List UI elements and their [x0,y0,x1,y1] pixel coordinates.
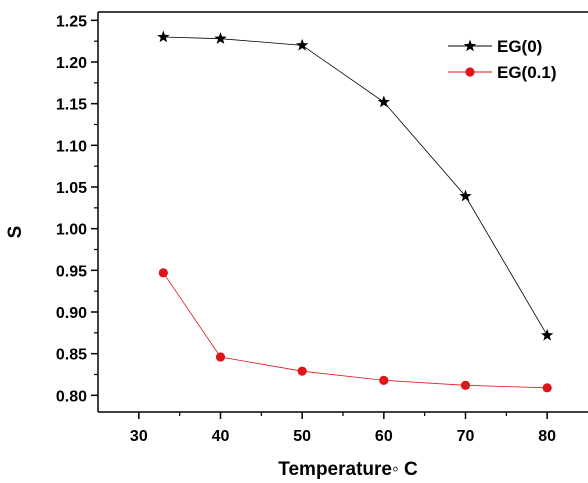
y-tick-label: 0.95 [56,263,87,280]
x-tick-label: 70 [457,428,475,445]
x-axis-label: Temperature◦ C [278,459,418,480]
legend-entry: EG(0.1) [448,63,557,82]
legend-label: EG(0) [497,37,542,56]
y-tick-label: 0.90 [56,305,87,322]
y-tick-label: 1.05 [56,180,87,197]
data-point-circle [379,375,389,385]
x-tick-label: 60 [375,428,393,445]
data-point-star [157,30,170,43]
y-axis-label: S [5,226,26,239]
series-eg-0 [157,30,554,341]
legend-entry: EG(0) [448,37,542,56]
x-tick-label: 40 [212,428,230,445]
y-tick-label: 0.85 [56,347,87,364]
y-tick-label: 1.10 [56,138,87,155]
y-tick-label: 1.15 [56,97,87,114]
data-point-circle [460,380,471,390]
legend-label: EG(0.1) [497,63,557,82]
series-line [162,272,548,389]
y-tick-label: 1.00 [56,222,87,239]
data-point-star [540,328,554,341]
y-axis-ticks: 0.80 0.85 0.90 0.95 1.00 1.05 1.10 1.15 1.20 1.25 [56,13,98,405]
y-tick-label: 1.25 [56,13,87,30]
series-eg-0-1 [158,268,552,393]
x-axis-ticks: 30 40 50 60 70 80 [130,412,556,445]
series-layer [157,30,554,393]
x-tick-label: 50 [293,428,311,445]
series-line [163,36,548,336]
data-point-circle [297,366,307,376]
x-tick-label: 80 [538,428,556,445]
legend: EG(0) EG(0.1) [448,37,557,82]
data-point-star [377,95,391,108]
data-point-star [459,189,472,202]
legend-circle-marker [465,67,475,77]
y-tick-label: 0.80 [56,388,87,405]
data-point-circle [542,383,552,393]
y-tick-label: 1.20 [56,55,87,72]
legend-star-marker [463,39,477,52]
data-point-star [295,38,309,51]
data-point-circle [158,268,168,278]
data-point-star [214,32,227,44]
data-point-circle [215,352,226,362]
x-tick-label: 30 [130,428,148,445]
